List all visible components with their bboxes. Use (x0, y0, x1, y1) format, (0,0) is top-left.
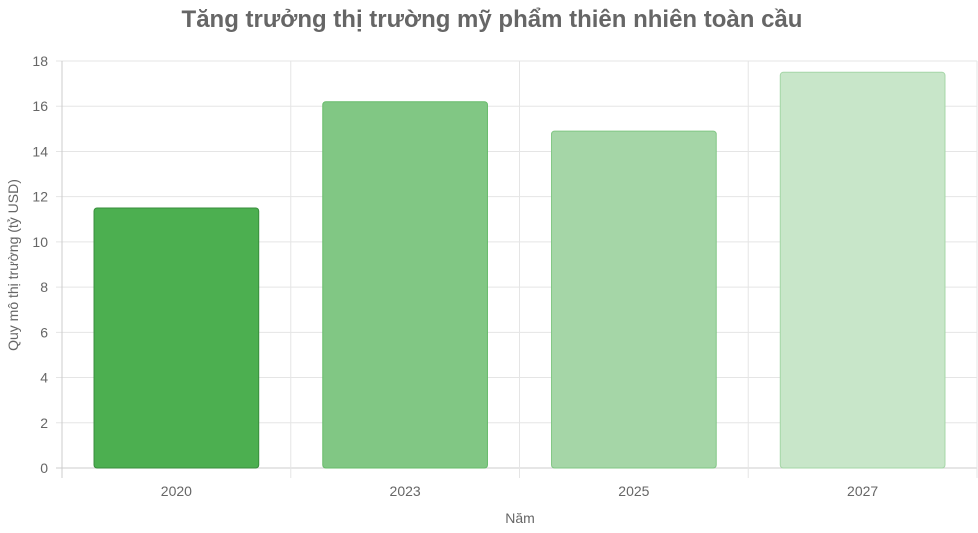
y-axis-title: Quy mô thị trường (tỷ USD) (5, 179, 21, 351)
y-tick-label: 12 (32, 189, 48, 205)
y-tick-label: 0 (40, 460, 48, 476)
y-tick-label: 2 (40, 415, 48, 431)
y-tick-label: 4 (40, 370, 48, 386)
bars (93, 71, 946, 469)
x-axis-title: Năm (505, 510, 535, 526)
y-tick-label: 10 (32, 234, 48, 250)
y-tick-label: 16 (32, 98, 48, 114)
y-tick-label: 6 (40, 324, 48, 340)
bar-2027 (779, 71, 946, 469)
y-tick-label: 14 (32, 143, 48, 159)
chart-title: Tăng trưởng thị trường mỹ phẩm thiên nhi… (182, 6, 803, 33)
bar-2023 (322, 101, 488, 469)
bar-2025 (551, 130, 717, 469)
x-tick-label: 2020 (161, 483, 192, 499)
axes: 0 2 4 6 8 10 12 14 16 18 2020 2023 2025 2027 (32, 53, 878, 499)
x-tick-label: 2027 (847, 483, 878, 499)
x-tick-label: 2025 (618, 483, 649, 499)
x-tick-label: 2023 (390, 483, 421, 499)
bar-2020 (93, 207, 260, 469)
y-tick-label: 18 (32, 53, 48, 69)
y-tick-label: 8 (40, 279, 48, 295)
